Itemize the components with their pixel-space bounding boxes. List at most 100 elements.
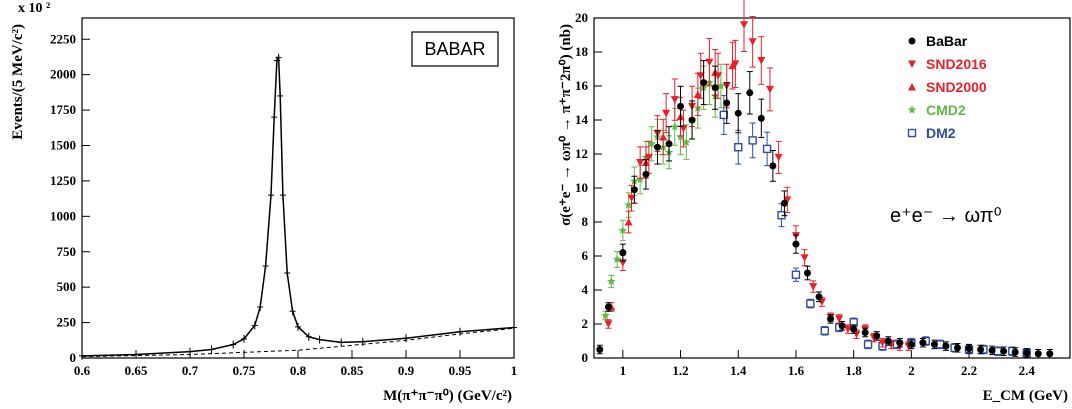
data-point [1034, 350, 1042, 358]
right-y-tick-label: 4 [582, 282, 589, 297]
data-point [705, 58, 714, 67]
data-point [670, 122, 680, 131]
right-x-tick-label: 1.8 [846, 363, 863, 378]
data-point [644, 153, 653, 162]
right-y-tick-label: 0 [582, 350, 589, 365]
legend-label-dm2: DM2 [926, 125, 956, 141]
data-point [624, 200, 633, 209]
left-y-tick-label: 750 [57, 244, 77, 259]
right-chart: 0 2 4 6 8 10 12 14 16 18 20 1 1.2 1.4 1.6 1.8 2 2.2 2.4 B… [558, 0, 1071, 404]
right-x-tick-label: 2.4 [1019, 363, 1036, 378]
data-point [953, 344, 961, 352]
right-y-tick-label: 20 [575, 10, 588, 25]
data-point [662, 109, 671, 118]
data-point [635, 175, 645, 184]
data-point [942, 342, 950, 350]
data-point [746, 89, 754, 97]
data-point [896, 339, 904, 347]
right-x-tick-label: 1.4 [730, 363, 747, 378]
right-x-tick-label: 2 [908, 363, 915, 378]
data-point [863, 340, 873, 349]
left-y-tick-label: 0 [70, 350, 77, 365]
legend-label-snd2000: SND2000 [926, 79, 987, 95]
right-x-tick-label: 1.2 [672, 363, 688, 378]
data-point [861, 329, 869, 336]
exponent-label: x 10 ² [18, 1, 50, 16]
data-point [765, 85, 774, 94]
right-y-tick-label: 8 [582, 214, 589, 229]
data-point [647, 139, 656, 148]
data-point [596, 346, 604, 353]
babar-badge: BABAR [411, 31, 499, 67]
left-x-tick-label: 0.75 [233, 363, 256, 378]
data-point [670, 96, 679, 104]
left-x-tick-label: 0.85 [341, 363, 364, 378]
left-x-tick-label: 0.95 [449, 363, 472, 378]
data-point [965, 345, 973, 353]
data-point [734, 142, 743, 152]
data-point [1011, 348, 1019, 356]
data-point [783, 196, 792, 204]
data-point [740, 21, 749, 29]
data-point [719, 110, 729, 120]
data-point [873, 332, 881, 340]
data-point [627, 194, 636, 203]
data-point [714, 72, 723, 80]
left-x-tick-label: 0.65 [125, 363, 148, 378]
right-y-tick-label: 2 [582, 316, 589, 331]
data-point [907, 340, 915, 348]
data-point [607, 277, 616, 286]
data-point [630, 186, 638, 194]
right-y-tick-label: 10 [575, 180, 588, 195]
data-point [653, 143, 661, 151]
mass-spectrum-line [81, 55, 515, 357]
right-x-tick-label: 1 [620, 363, 627, 378]
data-point [618, 226, 628, 235]
left-x-tick-label: 0.9 [398, 363, 415, 378]
left-x-axis-label: M(π⁺π⁻π⁰) (GeV/c²) [383, 388, 512, 404]
left-y-tick-label: 1250 [50, 173, 76, 188]
data-point [728, 61, 737, 70]
series-cmd2 [601, 60, 726, 321]
legend-marker-cmd2 [907, 105, 917, 114]
data-point [977, 346, 985, 353]
legend-label-cmd2: CMD2 [926, 102, 966, 118]
legend-label-babar: BaBar [926, 33, 968, 49]
data-point [624, 218, 633, 226]
data-point [601, 311, 610, 320]
right-x-tick-label: 2.2 [961, 363, 977, 378]
data-point [731, 60, 740, 68]
left-y-tick-label: 1750 [50, 102, 76, 117]
left-y-tick-label: 1000 [50, 208, 76, 223]
data-point [619, 249, 627, 257]
left-y-tick-label: 500 [57, 279, 77, 294]
data-point [665, 140, 673, 148]
data-point [748, 136, 757, 145]
data-point [688, 116, 696, 124]
data-point [676, 132, 685, 141]
left-plot-frame [81, 17, 515, 359]
background-fit-line [81, 327, 515, 358]
data-point [791, 270, 801, 279]
data-point [988, 346, 996, 354]
data-point [827, 315, 835, 323]
left-y-tick-label: 250 [57, 315, 77, 330]
right-y-tick-label: 18 [575, 44, 589, 59]
right-x-tick-label: 1.6 [788, 363, 805, 378]
right-y-tick-label: 16 [575, 78, 589, 93]
data-point [1046, 350, 1054, 358]
data-point [838, 322, 846, 330]
data-point [1000, 347, 1008, 355]
left-x-tick-label: 0.8 [290, 363, 307, 378]
data-point [734, 109, 742, 117]
legend-marker-babar [908, 37, 916, 45]
left-y-tick-label: 2000 [50, 67, 76, 82]
data-point [757, 114, 765, 122]
reaction-annotation: e⁺e⁻ → ωπ⁰ [890, 205, 1002, 227]
data-point [604, 303, 612, 311]
data-point [723, 99, 731, 107]
series-snd2016 [604, 0, 913, 351]
series-babar [596, 60, 1054, 359]
data-point [636, 159, 645, 167]
data-point [850, 325, 858, 333]
